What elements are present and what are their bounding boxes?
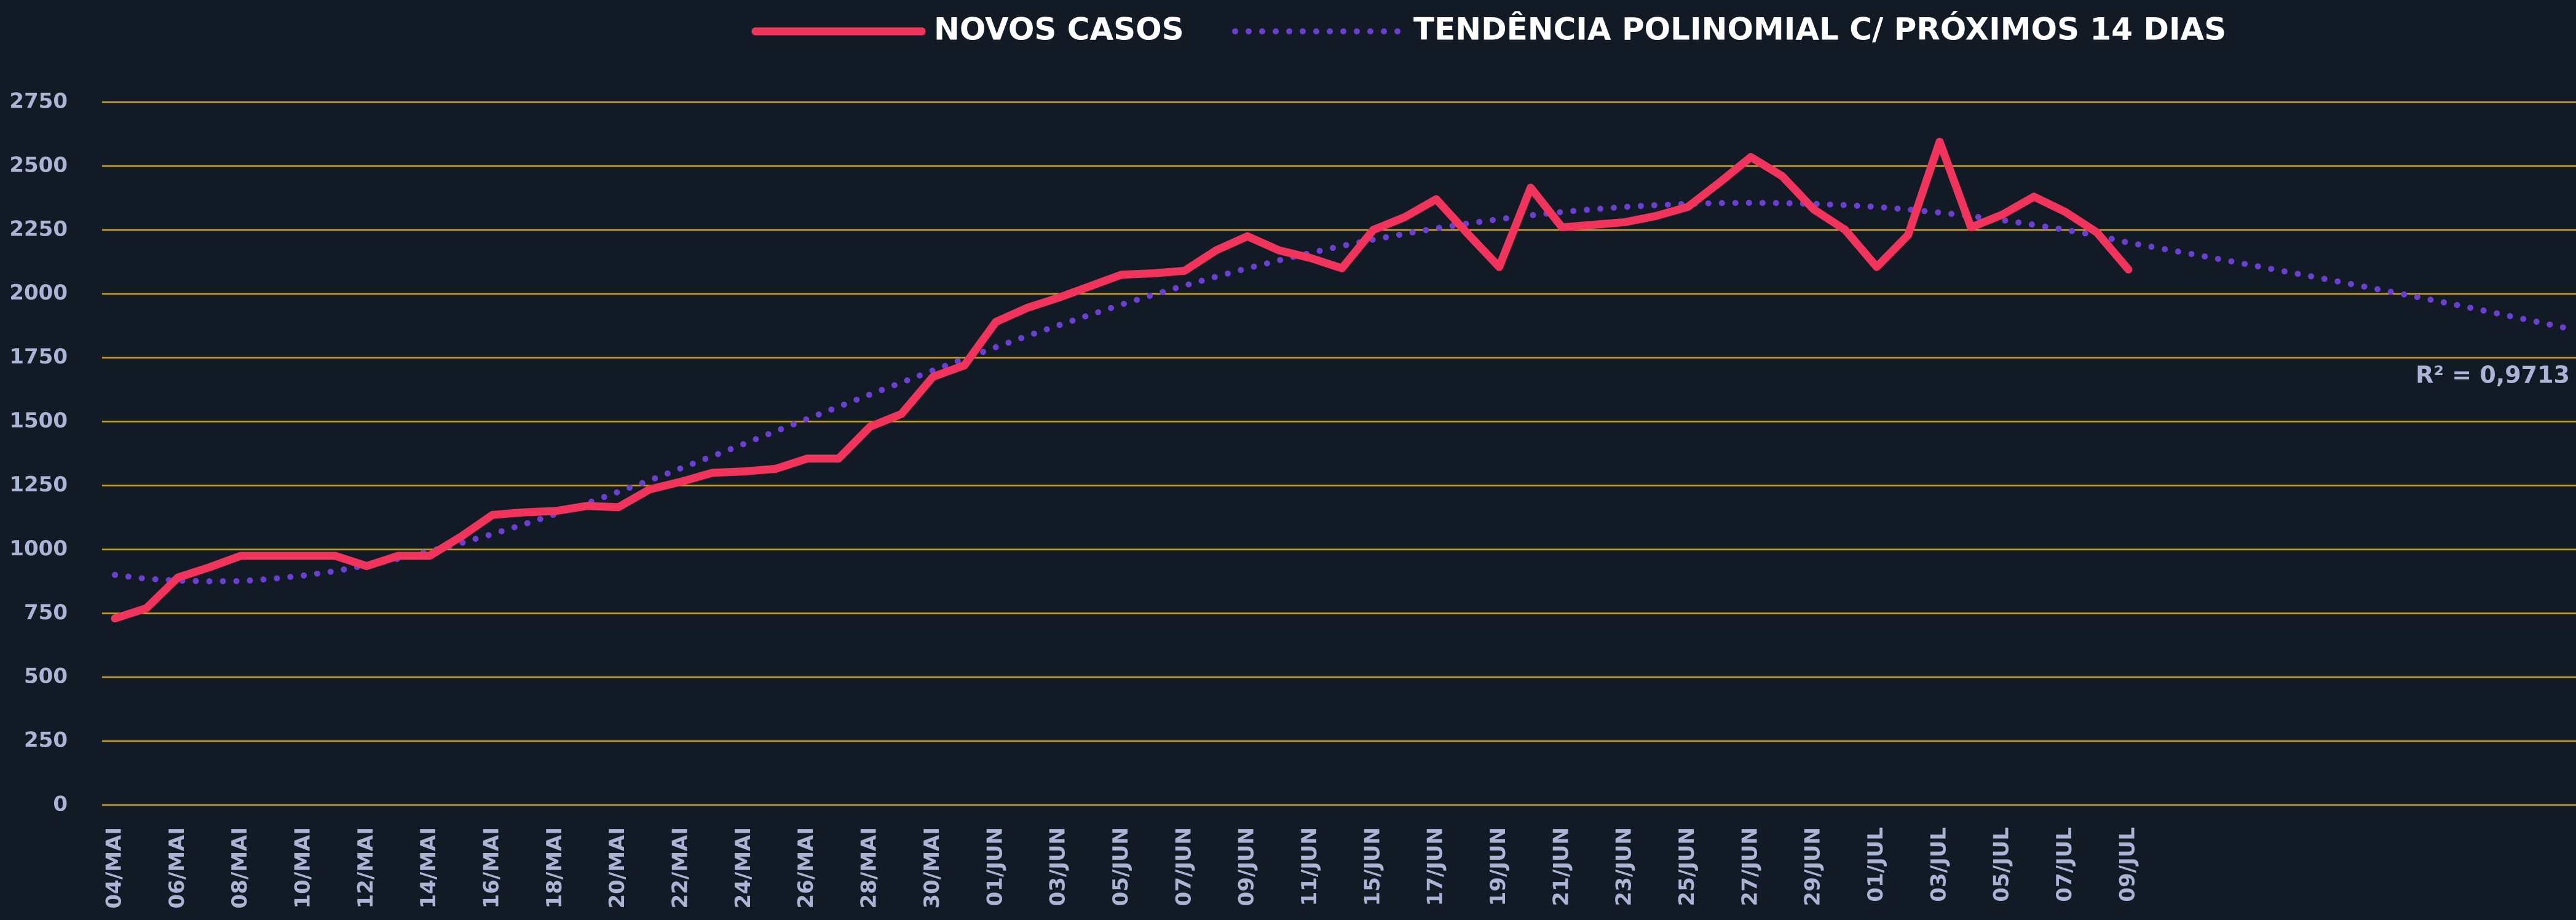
y-tick-label: 500 <box>24 664 68 689</box>
x-tick-label: 24/MAI <box>731 827 756 909</box>
x-tick-label: 05/JUL <box>1989 827 2014 902</box>
x-tick-label: 03/JUN <box>1046 827 1070 906</box>
x-tick-label: 29/JUN <box>1801 827 1825 906</box>
x-tick-label: 14/MAI <box>416 827 441 909</box>
x-tick-label: 01/JUN <box>982 827 1007 906</box>
x-tick-label: 09/JUL <box>2115 827 2139 902</box>
x-tick-label: 25/JUN <box>1675 827 1699 906</box>
legend-label: NOVOS CASOS <box>934 12 1184 47</box>
y-tick-label: 2250 <box>9 216 68 241</box>
x-tick-label: 27/JUN <box>1737 827 1762 906</box>
y-tick-label: 1250 <box>9 472 68 497</box>
x-tick-label: 28/MAI <box>857 827 882 909</box>
x-tick-label: 23/JUN <box>1612 827 1637 906</box>
x-tick-label: 19/JUN <box>1486 827 1511 906</box>
x-tick-label: 08/MAI <box>227 827 252 909</box>
x-tick-label: 01/JUL <box>1863 827 1888 902</box>
x-tick-label: 16/MAI <box>480 827 504 909</box>
legend-label: TENDÊNCIA POLINOMIAL C/ PRÓXIMOS 14 DIAS <box>1413 11 2226 47</box>
x-tick-label: 11/JUN <box>1297 827 1322 906</box>
x-tick-label: 30/MAI <box>920 827 944 909</box>
x-tick-label: 17/JUN <box>1423 827 1448 906</box>
x-tick-label: 10/MAI <box>291 827 315 909</box>
y-tick-label: 2750 <box>9 89 68 114</box>
x-tick-label: 07/JUL <box>2052 827 2077 902</box>
x-tick-label: 26/MAI <box>794 827 818 909</box>
y-tick-label: 2000 <box>9 280 68 305</box>
x-tick-label: 03/JUL <box>1926 827 1951 902</box>
annotation: R² = 0,9713 <box>2416 362 2570 389</box>
x-tick-label: 05/JUN <box>1108 827 1133 906</box>
y-tick-label: 1000 <box>9 536 68 561</box>
series-line <box>111 137 2133 623</box>
x-tick-label: 20/MAI <box>605 827 630 909</box>
x-tick-label: 15/JUN <box>1360 827 1385 906</box>
y-tick-label: 1750 <box>9 344 68 369</box>
y-tick-label: 750 <box>24 600 68 625</box>
y-tick-label: 1500 <box>9 408 68 433</box>
x-tick-label: 04/MAI <box>102 827 127 909</box>
x-tick-label: 09/JUN <box>1235 827 1259 906</box>
x-tick-label: 06/MAI <box>165 827 189 909</box>
x-tick-label: 21/JUN <box>1549 827 1573 906</box>
y-tick-label: 2500 <box>9 153 68 177</box>
x-tick-label: 22/MAI <box>668 827 693 909</box>
x-tick-label: 18/MAI <box>542 827 567 909</box>
x-tick-label: 07/JUN <box>1171 827 1196 906</box>
x-tick-label: 12/MAI <box>354 827 378 909</box>
y-tick-label: 250 <box>24 728 68 753</box>
y-tick-label: 0 <box>53 792 68 817</box>
